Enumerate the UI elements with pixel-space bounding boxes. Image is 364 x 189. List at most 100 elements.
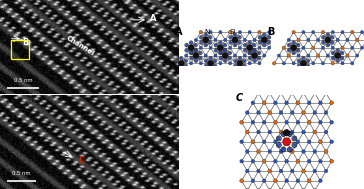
Circle shape xyxy=(224,38,227,41)
Circle shape xyxy=(263,34,266,36)
Circle shape xyxy=(180,67,183,70)
Circle shape xyxy=(330,140,333,144)
Circle shape xyxy=(244,44,246,46)
Circle shape xyxy=(229,41,232,44)
Circle shape xyxy=(330,120,333,124)
Circle shape xyxy=(248,46,252,49)
Circle shape xyxy=(253,59,256,62)
Circle shape xyxy=(293,143,296,147)
Circle shape xyxy=(263,44,266,46)
Circle shape xyxy=(307,179,311,183)
Circle shape xyxy=(336,38,339,41)
Circle shape xyxy=(268,111,272,114)
Circle shape xyxy=(243,65,246,67)
Circle shape xyxy=(190,52,193,54)
Circle shape xyxy=(297,54,300,57)
Circle shape xyxy=(284,130,290,136)
Circle shape xyxy=(296,179,300,183)
Circle shape xyxy=(330,101,333,105)
Circle shape xyxy=(229,62,232,65)
Circle shape xyxy=(194,49,197,52)
Circle shape xyxy=(262,140,266,144)
Circle shape xyxy=(356,38,359,42)
Text: A: A xyxy=(150,14,156,23)
Circle shape xyxy=(257,149,260,153)
Circle shape xyxy=(288,132,292,136)
Circle shape xyxy=(268,36,270,39)
Circle shape xyxy=(312,46,315,49)
Circle shape xyxy=(279,130,283,134)
Circle shape xyxy=(200,41,203,44)
Circle shape xyxy=(219,57,222,59)
Circle shape xyxy=(239,67,241,70)
Text: C: C xyxy=(79,156,84,165)
Circle shape xyxy=(290,91,294,95)
Circle shape xyxy=(279,150,283,153)
Circle shape xyxy=(224,49,226,52)
Circle shape xyxy=(214,65,216,67)
Circle shape xyxy=(229,30,232,34)
Circle shape xyxy=(285,140,289,144)
Circle shape xyxy=(245,150,249,153)
Circle shape xyxy=(234,44,236,46)
Circle shape xyxy=(262,159,266,163)
Circle shape xyxy=(240,160,244,163)
Circle shape xyxy=(288,49,290,52)
Circle shape xyxy=(251,179,255,183)
Circle shape xyxy=(263,54,266,57)
Circle shape xyxy=(214,60,216,62)
Circle shape xyxy=(290,111,294,114)
Circle shape xyxy=(296,140,300,144)
Circle shape xyxy=(285,179,288,183)
Circle shape xyxy=(307,140,311,144)
Circle shape xyxy=(232,37,238,43)
Circle shape xyxy=(268,150,272,153)
Circle shape xyxy=(292,52,295,54)
Circle shape xyxy=(268,46,271,49)
Circle shape xyxy=(326,38,329,42)
Circle shape xyxy=(324,130,328,134)
Circle shape xyxy=(302,91,305,95)
Circle shape xyxy=(279,169,283,173)
Circle shape xyxy=(324,149,328,153)
Circle shape xyxy=(253,49,256,52)
Circle shape xyxy=(219,41,222,44)
Circle shape xyxy=(248,41,251,44)
Circle shape xyxy=(298,65,300,67)
Circle shape xyxy=(321,62,325,65)
Circle shape xyxy=(288,148,292,151)
Circle shape xyxy=(179,62,183,65)
Circle shape xyxy=(302,46,305,49)
Circle shape xyxy=(234,65,237,67)
Circle shape xyxy=(307,101,311,105)
Circle shape xyxy=(217,45,223,51)
Circle shape xyxy=(336,49,339,52)
Text: B: B xyxy=(268,27,275,37)
Circle shape xyxy=(190,41,192,44)
Circle shape xyxy=(273,38,276,41)
Circle shape xyxy=(244,49,246,52)
Circle shape xyxy=(277,54,281,57)
Circle shape xyxy=(240,179,244,183)
Circle shape xyxy=(302,111,305,114)
Text: N: N xyxy=(204,29,210,35)
Circle shape xyxy=(273,179,277,183)
Circle shape xyxy=(331,41,333,44)
Circle shape xyxy=(228,52,231,54)
Circle shape xyxy=(324,111,328,114)
Circle shape xyxy=(233,38,237,42)
Circle shape xyxy=(307,38,310,41)
Circle shape xyxy=(351,30,354,34)
Circle shape xyxy=(252,53,257,58)
Circle shape xyxy=(243,38,246,41)
Circle shape xyxy=(238,62,242,65)
Circle shape xyxy=(307,120,311,124)
Circle shape xyxy=(268,31,271,34)
Circle shape xyxy=(262,179,266,183)
Circle shape xyxy=(199,46,202,49)
Circle shape xyxy=(272,62,276,65)
Circle shape xyxy=(243,60,246,62)
Circle shape xyxy=(209,46,212,49)
Circle shape xyxy=(189,46,193,49)
Circle shape xyxy=(287,54,290,57)
